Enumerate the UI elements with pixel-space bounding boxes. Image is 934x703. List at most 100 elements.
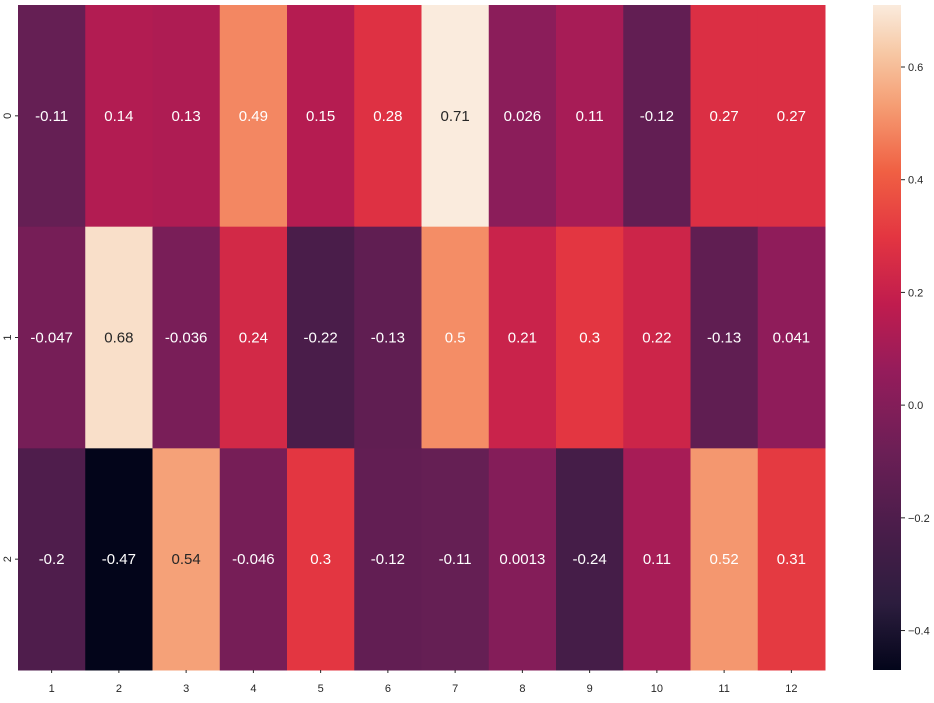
cell-label-r0-c10: 0.27 bbox=[710, 108, 739, 125]
heatmap-cell-r1-c7 bbox=[488, 226, 557, 449]
cell-label-r0-c11: 0.27 bbox=[777, 108, 806, 125]
cell-label-r1-c8: 0.3 bbox=[579, 330, 600, 347]
x-tick-label-5: 5 bbox=[318, 683, 324, 695]
heatmap-cell-r0-c3 bbox=[219, 5, 288, 228]
cell-label-r1-c11: 0.041 bbox=[773, 330, 811, 347]
x-tick-label-9: 9 bbox=[587, 683, 593, 695]
cell-label-r0-c5: 0.28 bbox=[373, 108, 402, 125]
x-tick-label-4: 4 bbox=[250, 683, 256, 695]
heatmap-annotations: -0.11 0.14 0.13 0.49 0.15 0.28 0.71 0.026 0.11 -0… bbox=[30, 108, 810, 568]
cell-label-r1-c9: 0.22 bbox=[642, 330, 671, 347]
heatmap-cell-r1-c3 bbox=[219, 226, 288, 449]
x-tick-label-6: 6 bbox=[385, 683, 391, 695]
cell-label-r2-c0: -0.2 bbox=[39, 551, 65, 568]
cell-label-r0-c7: 0.026 bbox=[504, 108, 542, 125]
x-tick-label-3: 3 bbox=[183, 683, 189, 695]
cell-label-r2-c3: -0.046 bbox=[232, 551, 275, 568]
heatmap-cell-r0-c7 bbox=[488, 5, 557, 228]
cell-label-r2-c9: 0.11 bbox=[643, 551, 671, 568]
cell-label-r0-c4: 0.15 bbox=[306, 108, 335, 125]
cell-label-r1-c5: -0.13 bbox=[371, 330, 405, 347]
y-tick-label-2: 2 bbox=[2, 556, 14, 562]
cell-label-r2-c6: -0.11 bbox=[439, 551, 472, 568]
heatmap-cell-r1-c4 bbox=[287, 226, 355, 449]
heatmap-cell-r2-c8 bbox=[556, 448, 624, 671]
cell-label-r0-c3: 0.49 bbox=[239, 108, 268, 125]
heatmap-cell-r2-c7 bbox=[488, 448, 557, 671]
cell-label-r0-c6: 0.71 bbox=[441, 108, 470, 125]
cell-label-r0-c0: -0.11 bbox=[35, 108, 68, 125]
heatmap-cell-r1-c8 bbox=[556, 226, 624, 449]
x-tick-label-2: 2 bbox=[116, 683, 122, 695]
x-tick-label-10: 10 bbox=[651, 683, 663, 695]
heatmap-cell-r1-c6 bbox=[421, 226, 490, 449]
colorbar-tick-label-0: 0.6 bbox=[908, 62, 923, 74]
colorbar-gradient bbox=[873, 5, 901, 670]
x-tick-label-1: 1 bbox=[49, 683, 55, 695]
x-tick-label-8: 8 bbox=[519, 683, 525, 695]
x-tick-label-11: 11 bbox=[718, 683, 729, 695]
heatmap-cell-r2-c0 bbox=[18, 448, 86, 671]
cell-label-r2-c2: 0.54 bbox=[172, 551, 201, 568]
y-tick-label-0: 0 bbox=[2, 113, 14, 119]
heatmap-cell-r2-c11 bbox=[757, 448, 826, 671]
heatmap-cell-r0-c0 bbox=[18, 5, 86, 228]
heatmap-cell-r1-c9 bbox=[623, 226, 691, 449]
cell-label-r1-c2: -0.036 bbox=[165, 330, 208, 347]
cell-label-r0-c2: 0.13 bbox=[172, 108, 201, 125]
colorbar-ticks: 0.6 0.4 0.2 0.0 −0.2 −0.4 bbox=[901, 62, 930, 638]
y-tick-label-1: 1 bbox=[2, 334, 14, 340]
heatmap-cell-r1-c11 bbox=[757, 226, 826, 449]
heatmap-cell-r0-c6 bbox=[421, 5, 490, 228]
cell-label-r2-c7: 0.0013 bbox=[499, 551, 545, 568]
cell-label-r2-c10: 0.52 bbox=[710, 551, 739, 568]
heatmap-cell-r0-c8 bbox=[556, 5, 624, 228]
heatmap-cell-r1-c2 bbox=[152, 226, 221, 449]
y-axis: 0 1 2 bbox=[2, 113, 18, 562]
heatmap-cell-r1-c5 bbox=[354, 226, 422, 449]
heatmap-cell-r2-c10 bbox=[690, 448, 759, 671]
colorbar-tick-label-2: 0.2 bbox=[908, 287, 923, 299]
heatmap-cell-r0-c10 bbox=[690, 5, 759, 228]
cell-label-r1-c7: 0.21 bbox=[508, 330, 537, 347]
colorbar-tick-label-4: −0.2 bbox=[908, 513, 930, 525]
colorbar-tick-label-3: 0.0 bbox=[908, 400, 923, 412]
heatmap-cell-r2-c1 bbox=[85, 448, 153, 671]
heatmap-cell-r1-c0 bbox=[18, 226, 86, 449]
heatmap-cells bbox=[18, 5, 826, 671]
cell-label-r1-c4: -0.22 bbox=[304, 330, 338, 347]
cell-label-r2-c4: 0.3 bbox=[310, 551, 331, 568]
cell-label-r0-c9: -0.12 bbox=[640, 108, 674, 125]
heatmap-cell-r2-c5 bbox=[354, 448, 422, 671]
heatmap-cell-r2-c9 bbox=[623, 448, 691, 671]
colorbar-tick-label-5: −0.4 bbox=[908, 626, 930, 638]
heatmap-cell-r0-c9 bbox=[623, 5, 691, 228]
cell-label-r0-c8: 0.11 bbox=[576, 108, 604, 125]
colorbar: 0.6 0.4 0.2 0.0 −0.2 −0.4 bbox=[873, 5, 930, 670]
cell-label-r1-c10: -0.13 bbox=[707, 330, 741, 347]
heatmap-cell-r0-c4 bbox=[287, 5, 355, 228]
cell-label-r1-c6: 0.5 bbox=[445, 330, 466, 347]
heatmap-cell-r0-c11 bbox=[757, 5, 826, 228]
heatmap-cell-r0-c1 bbox=[85, 5, 153, 228]
heatmap-cell-r1-c1 bbox=[85, 226, 153, 449]
cell-label-r1-c3: 0.24 bbox=[239, 330, 268, 347]
heatmap-cell-r2-c3 bbox=[219, 448, 288, 671]
heatmap-cell-r1-c10 bbox=[690, 226, 759, 449]
cell-label-r2-c1: -0.47 bbox=[102, 551, 136, 568]
cell-label-r2-c11: 0.31 bbox=[777, 551, 806, 568]
colorbar-tick-label-1: 0.4 bbox=[908, 175, 923, 187]
heatmap-cell-r2-c2 bbox=[152, 448, 221, 671]
cell-label-r0-c1: 0.14 bbox=[104, 108, 133, 125]
x-axis: 1 2 3 4 5 6 7 8 9 10 11 12 bbox=[49, 670, 798, 695]
cell-label-r1-c0: -0.047 bbox=[30, 330, 73, 347]
heatmap-cell-r2-c4 bbox=[287, 448, 355, 671]
x-tick-label-12: 12 bbox=[785, 683, 797, 695]
cell-label-r2-c5: -0.12 bbox=[371, 551, 405, 568]
heatmap-cell-r0-c2 bbox=[152, 5, 221, 228]
heatmap-cell-r2-c6 bbox=[421, 448, 490, 671]
cell-label-r2-c8: -0.24 bbox=[573, 551, 607, 568]
cell-label-r1-c1: 0.68 bbox=[104, 330, 133, 347]
heatmap-cell-r0-c5 bbox=[354, 5, 422, 228]
